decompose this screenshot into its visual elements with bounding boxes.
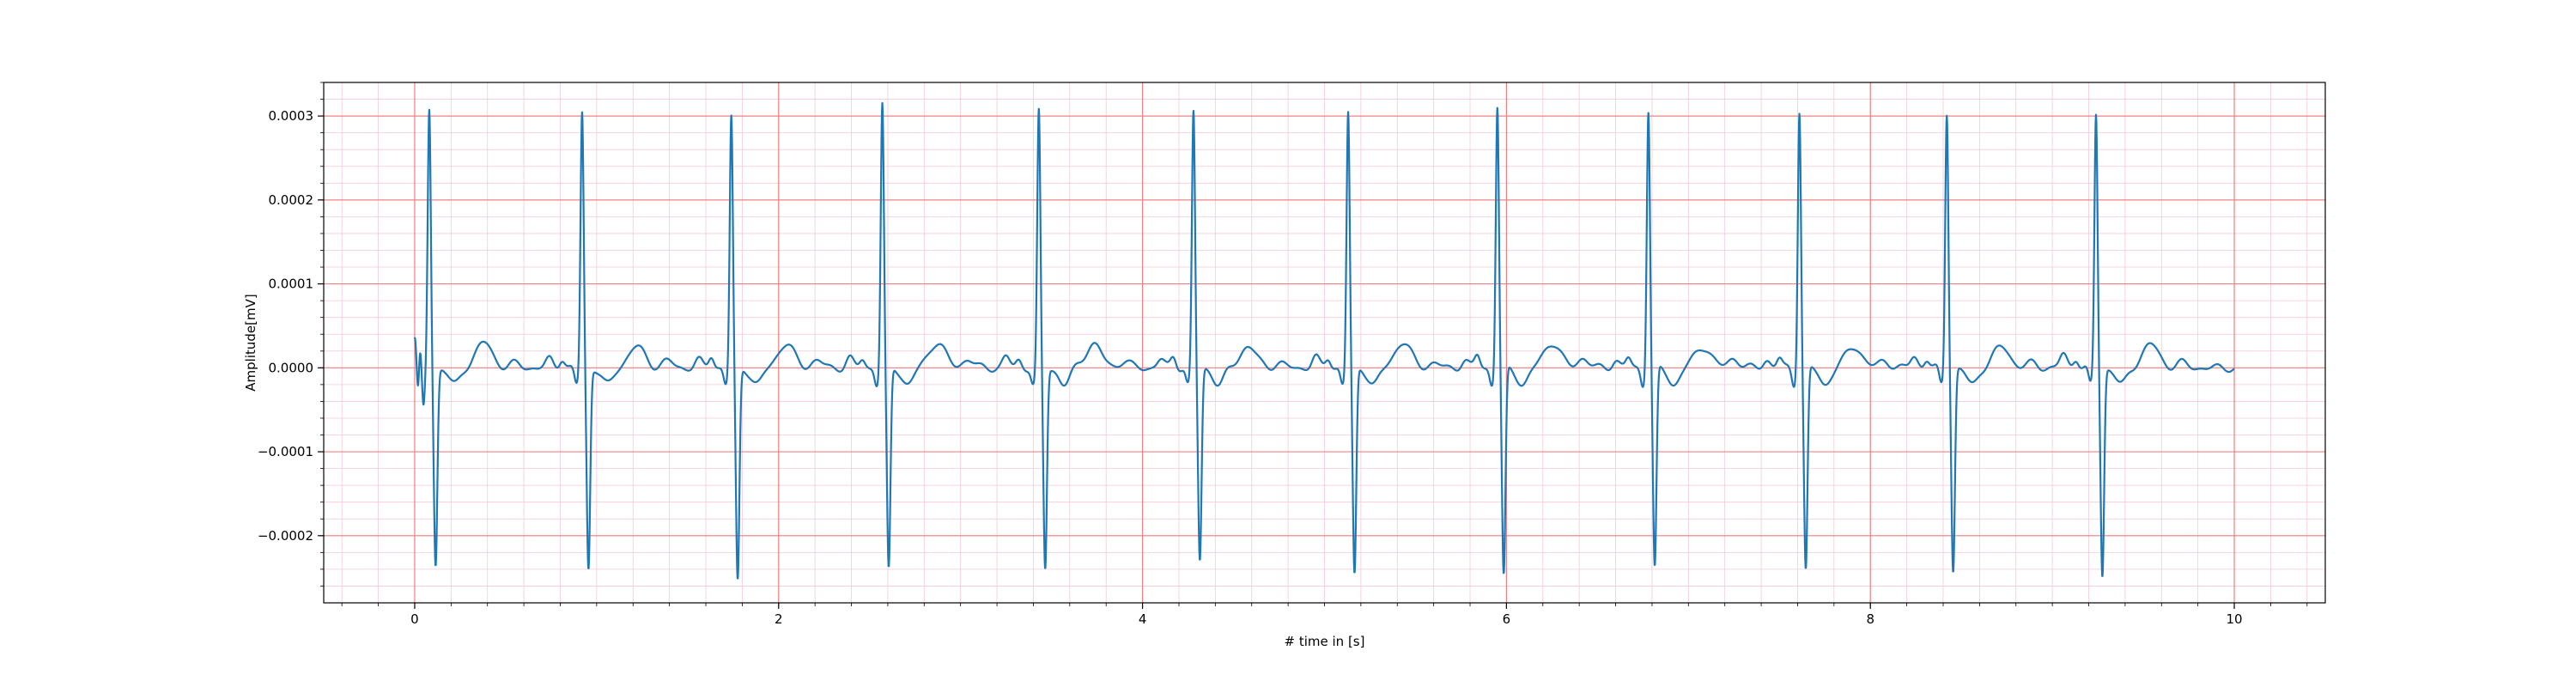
y-tick-label: 0.0001 xyxy=(269,277,314,292)
y-tick-label: 0.0002 xyxy=(269,192,314,208)
y-tick-label: 0.0000 xyxy=(269,360,314,375)
x-tick-label: 4 xyxy=(1139,611,1147,627)
x-tick-label: 2 xyxy=(775,611,783,627)
ecg-signal-line xyxy=(413,101,2235,580)
x-tick-label: 6 xyxy=(1503,611,1511,627)
y-tick-label: 0.0003 xyxy=(269,108,314,124)
x-axis-label: # time in [s] xyxy=(1285,634,1365,649)
minor-grid xyxy=(324,82,2325,603)
y-axis-label: Amplitude[mV] xyxy=(243,294,258,391)
x-tick-label: 0 xyxy=(410,611,419,627)
x-tick-label: 8 xyxy=(1866,611,1874,627)
major-grid xyxy=(324,82,2325,603)
ticks-group: 0 2 4 6 8 10 −0.0002 −0.0001 0.0000 0.0001 0.0002 0… xyxy=(258,82,2308,627)
y-tick-label: −0.0001 xyxy=(258,444,313,459)
x-tick-label: 10 xyxy=(2226,611,2242,627)
series-group xyxy=(413,101,2235,580)
y-tick-label: −0.0002 xyxy=(258,528,313,544)
